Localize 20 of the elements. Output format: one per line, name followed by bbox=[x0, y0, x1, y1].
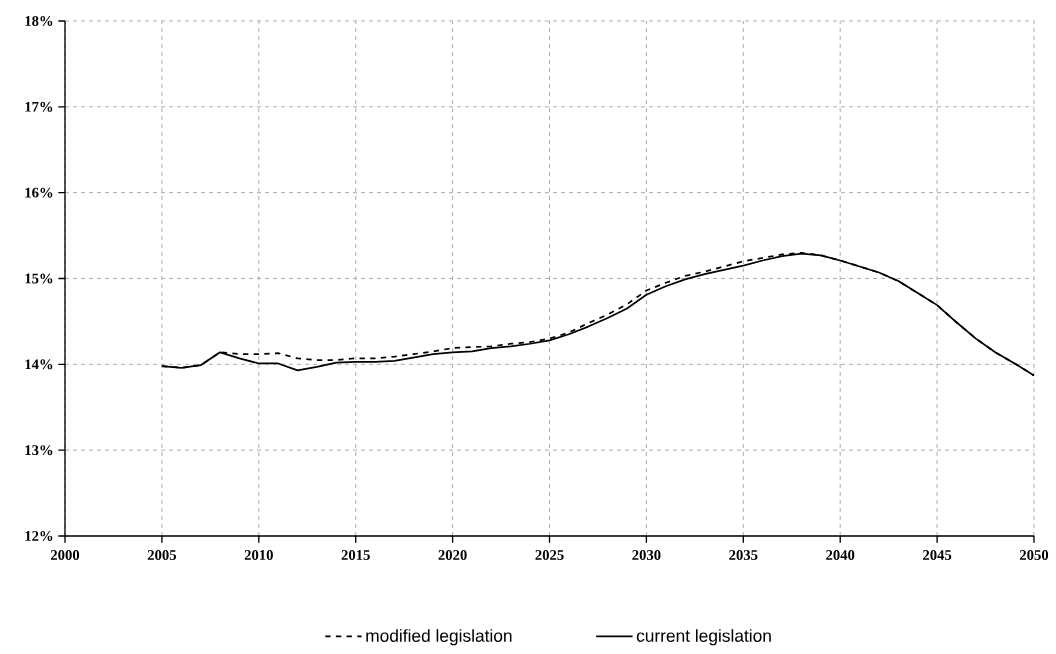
x-tick-label: 2030 bbox=[632, 550, 661, 560]
legend-label: modified legislation bbox=[366, 629, 512, 646]
x-tick-label: 2035 bbox=[729, 550, 758, 560]
legend-label: current legislation bbox=[636, 629, 771, 646]
x-tick-label: 2025 bbox=[535, 550, 564, 560]
x-tick-label: 2015 bbox=[341, 550, 370, 560]
x-tick-label: 2045 bbox=[923, 550, 952, 560]
y-tick-label: 13% bbox=[25, 445, 53, 456]
y-tick-label: 16% bbox=[25, 187, 53, 198]
y-tick-label: 15% bbox=[25, 273, 53, 284]
x-tick-label: 2000 bbox=[50, 550, 80, 560]
y-tick-label: 12% bbox=[25, 531, 53, 541]
y-tick-label: 18% bbox=[25, 16, 53, 26]
y-tick-label: 17% bbox=[25, 101, 53, 112]
x-tick-label: 2040 bbox=[826, 550, 855, 560]
x-tick-label: 2005 bbox=[147, 550, 177, 560]
x-tick-label: 2020 bbox=[438, 550, 467, 560]
x-tick-label: 2050 bbox=[1019, 550, 1049, 560]
x-tick-label: 2010 bbox=[244, 550, 273, 560]
y-tick-label: 14% bbox=[25, 359, 53, 370]
